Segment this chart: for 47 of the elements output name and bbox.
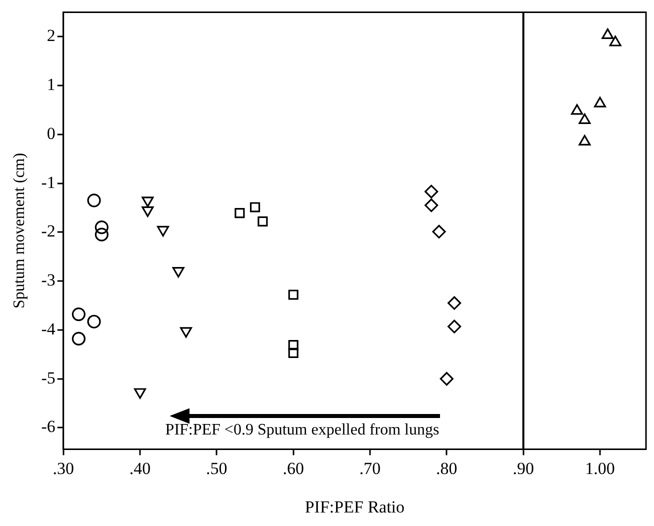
point bbox=[234, 208, 245, 218]
y-tick-label: 0 bbox=[46, 124, 56, 143]
point bbox=[448, 320, 462, 334]
point bbox=[87, 194, 101, 208]
point bbox=[250, 202, 260, 212]
point bbox=[72, 307, 86, 322]
point bbox=[602, 28, 614, 39]
point bbox=[258, 216, 268, 226]
x-tick-label: .70 bbox=[359, 458, 381, 478]
y-axis-title: Sputum movement (cm) bbox=[10, 152, 28, 308]
annotation: PIF:PEF <0.9 Sputum expelled from lungs bbox=[165, 422, 440, 439]
point bbox=[94, 220, 108, 234]
x-tick-label: .80 bbox=[436, 458, 458, 478]
y-tick-label: -2 bbox=[41, 222, 56, 241]
point bbox=[424, 184, 438, 198]
x-tick-label: .40 bbox=[129, 458, 151, 478]
x-tick-label: 1.00 bbox=[585, 458, 615, 478]
point bbox=[571, 104, 583, 115]
y-tick-label: -5 bbox=[41, 368, 56, 388]
point bbox=[134, 388, 146, 399]
x-tick-label: .50 bbox=[206, 458, 228, 478]
y-tick-label: -3 bbox=[41, 270, 56, 290]
point bbox=[94, 228, 108, 242]
x-tick-label: .30 bbox=[52, 458, 74, 478]
y-tick-label: 2 bbox=[46, 26, 56, 46]
point bbox=[72, 332, 86, 346]
point bbox=[448, 296, 462, 310]
point bbox=[440, 372, 454, 386]
point bbox=[594, 96, 606, 108]
point bbox=[288, 290, 298, 300]
point bbox=[87, 314, 101, 328]
x-tick-label: .90 bbox=[512, 458, 534, 478]
point bbox=[578, 134, 591, 146]
point bbox=[180, 327, 192, 338]
y-tick-label: -6 bbox=[41, 417, 56, 436]
point bbox=[172, 266, 184, 278]
point bbox=[288, 348, 298, 358]
y-tick-label: -1 bbox=[41, 172, 56, 192]
y-tick-label: -4 bbox=[41, 319, 56, 338]
point bbox=[424, 198, 438, 212]
point bbox=[288, 340, 298, 350]
x-axis-title: PIF:PEF Ratio bbox=[304, 497, 405, 516]
point bbox=[432, 224, 446, 238]
point bbox=[609, 36, 622, 46]
y-tick-label: 1 bbox=[46, 74, 56, 94]
point bbox=[578, 113, 591, 124]
x-tick-label: .60 bbox=[282, 458, 304, 478]
